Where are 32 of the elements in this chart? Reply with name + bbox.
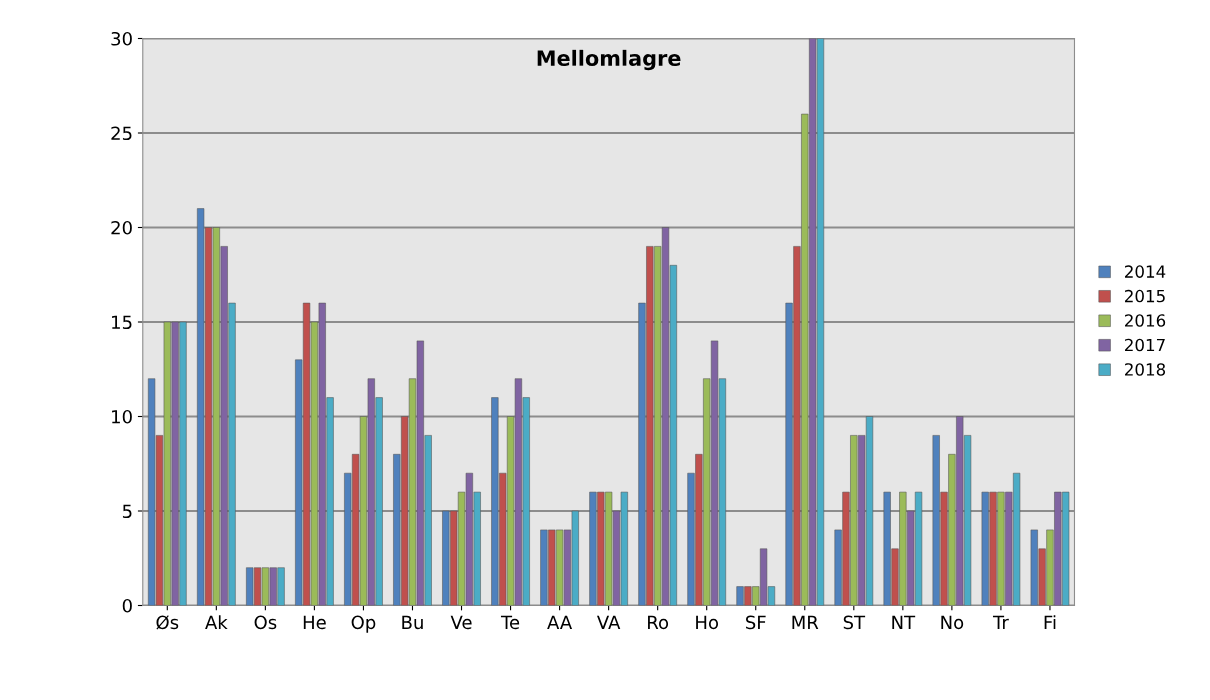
x-tick-label: Tr xyxy=(992,615,1009,629)
y-tick-label: 20 xyxy=(111,220,132,235)
legend-label: 2015 xyxy=(1125,289,1165,303)
x-tick-label: Ho xyxy=(696,615,719,630)
y-tick-label: 25 xyxy=(111,126,132,141)
x-tick-label: Os xyxy=(254,615,277,630)
text: Mellomlagre xyxy=(537,49,681,71)
y-tick-label: 0 xyxy=(122,598,132,613)
x-tick-label: Øs xyxy=(156,615,179,630)
legend-label: 2014 xyxy=(1125,265,1166,278)
y-tick-label: 10 xyxy=(112,409,132,424)
x-tick-label: NT xyxy=(892,615,916,629)
x-tick-label: ST xyxy=(843,615,866,630)
x-tick-label: MR xyxy=(792,615,819,629)
x-tick-label: Te xyxy=(500,615,520,630)
legend-label: 2017 xyxy=(1125,338,1165,352)
x-tick-label: Op xyxy=(351,615,376,633)
x-tick-label: No xyxy=(941,615,964,630)
legend-label: 2018 xyxy=(1125,363,1166,376)
x-tick-label: He xyxy=(303,615,326,630)
x-tick-label: Ro xyxy=(648,615,669,630)
x-tick-label: Bu xyxy=(402,615,423,630)
y-tick-label: 5 xyxy=(122,504,132,519)
legend-label: 2016 xyxy=(1125,314,1166,327)
x-tick-label: Ve xyxy=(450,615,472,630)
x-tick-label: SF xyxy=(746,615,766,630)
x-tick-label: VA xyxy=(597,615,621,629)
x-tick-label: Ak xyxy=(205,615,228,629)
y-tick-label: 30 xyxy=(111,31,132,46)
x-tick-label: Fi xyxy=(1044,615,1056,629)
x-tick-label: AA xyxy=(547,615,573,629)
y-tick-label: 15 xyxy=(112,315,132,330)
